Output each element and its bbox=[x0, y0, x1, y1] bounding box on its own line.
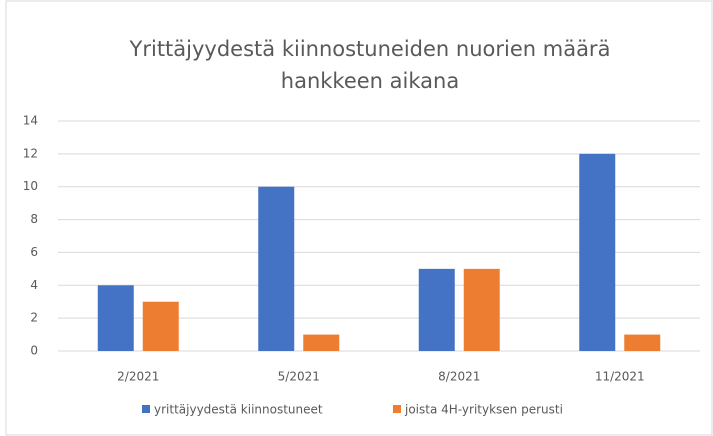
chart-title: Yrittäjyydestä kiinnostuneiden nuorien m… bbox=[129, 37, 611, 61]
y-tick-label: 12 bbox=[23, 146, 38, 160]
bar bbox=[579, 153, 616, 351]
x-tick-label: 8/2021 bbox=[438, 370, 480, 384]
bar bbox=[624, 334, 661, 351]
legend-label: yrittäjyydestä kiinnostuneet bbox=[154, 403, 323, 417]
y-tick-label: 4 bbox=[30, 278, 38, 292]
x-tick-label: 5/2021 bbox=[278, 370, 320, 384]
chart-title: hankkeen aikana bbox=[281, 69, 459, 93]
bar bbox=[142, 301, 179, 351]
y-tick-label: 14 bbox=[23, 114, 38, 128]
x-tick-label: 2/2021 bbox=[117, 370, 159, 384]
bar bbox=[258, 186, 295, 351]
legend-label: joista 4H-yrityksen perusti bbox=[404, 403, 563, 417]
bar bbox=[97, 285, 134, 351]
bar bbox=[303, 334, 340, 351]
y-tick-label: 8 bbox=[30, 212, 38, 226]
y-tick-label: 6 bbox=[30, 245, 38, 259]
x-tick-label: 11/2021 bbox=[595, 370, 645, 384]
y-tick-label: 0 bbox=[30, 344, 38, 358]
y-tick-label: 2 bbox=[30, 311, 38, 325]
bar bbox=[463, 268, 500, 351]
legend-swatch bbox=[393, 405, 401, 413]
legend-swatch bbox=[142, 405, 150, 413]
y-tick-label: 10 bbox=[23, 179, 38, 193]
bar bbox=[418, 268, 455, 351]
